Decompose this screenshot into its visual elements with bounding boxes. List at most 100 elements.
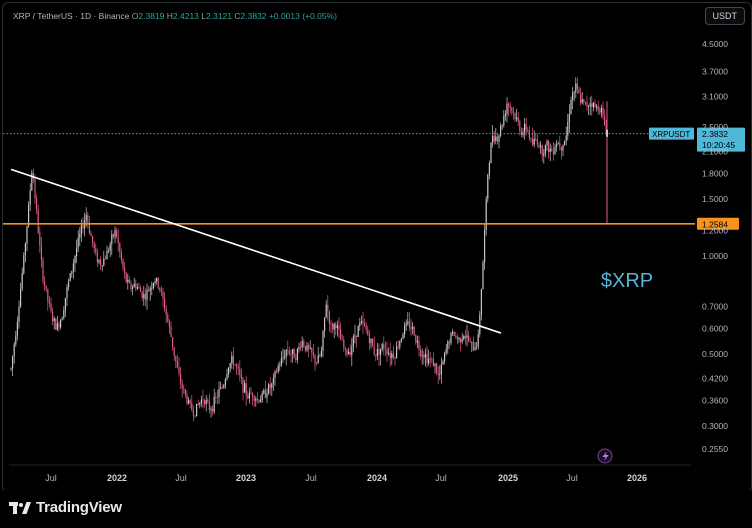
candle-body xyxy=(284,357,286,359)
lightning-icon[interactable] xyxy=(597,448,613,464)
candle-body xyxy=(541,145,543,156)
candle-body xyxy=(557,143,559,145)
candle-body xyxy=(524,124,526,133)
candle-body xyxy=(338,325,340,330)
candle-body xyxy=(484,229,486,263)
candle-body xyxy=(356,335,358,337)
candle-body xyxy=(320,350,322,357)
candle-body xyxy=(32,172,34,180)
candle-body xyxy=(565,135,567,141)
candle-body xyxy=(594,102,596,108)
candle-body xyxy=(239,368,241,375)
candle-body xyxy=(448,341,450,344)
candle-body xyxy=(276,371,278,373)
candle-body xyxy=(530,138,532,139)
close-label: C xyxy=(234,11,241,21)
candle-body xyxy=(132,286,134,290)
candle-body xyxy=(432,359,434,367)
candle-body xyxy=(194,415,196,417)
candle-body xyxy=(442,361,444,365)
candle-body xyxy=(95,248,97,253)
candle-body xyxy=(72,263,74,271)
currency-button[interactable]: USDT xyxy=(704,7,745,25)
candle-body xyxy=(37,210,39,233)
candle-body xyxy=(231,355,233,364)
candle-body xyxy=(567,121,569,136)
candle-body xyxy=(429,358,431,360)
candle-body xyxy=(247,395,249,399)
candle-body xyxy=(216,397,218,398)
candle-body xyxy=(461,339,463,343)
candle-body xyxy=(199,402,201,405)
candle-body xyxy=(250,392,252,394)
candle-body xyxy=(509,105,511,108)
candle-body xyxy=(535,138,537,140)
candle-body xyxy=(188,400,190,404)
candle-body xyxy=(576,83,578,90)
candle-body xyxy=(495,136,497,142)
candle-body xyxy=(245,383,247,396)
candle-body xyxy=(479,314,481,335)
candle-body xyxy=(559,143,561,147)
chart-panel[interactable]: 1.2584 XRPUSDT 2.3832 10:20:45 4.5000 3.7000… xyxy=(2,2,752,492)
candle-body xyxy=(525,124,527,131)
symbol-legend[interactable]: XRP / TetherUS · 1D · Binance O2.3819 H2… xyxy=(13,11,337,21)
candle-body xyxy=(47,289,49,302)
candle-body xyxy=(400,338,402,342)
candle-body xyxy=(304,346,306,351)
candle-body xyxy=(48,301,50,304)
candle-body xyxy=(426,353,428,364)
candle-body xyxy=(604,115,606,125)
candle-body xyxy=(108,250,110,252)
price-tick-label: 2.1000 xyxy=(702,147,728,157)
candle-body xyxy=(474,347,476,351)
candle-body xyxy=(88,222,90,233)
candle-body xyxy=(152,283,154,289)
candle-body xyxy=(308,345,310,349)
candle-body xyxy=(352,336,354,347)
candle-body xyxy=(397,346,399,348)
candle-body xyxy=(266,393,268,398)
candle-body xyxy=(210,408,212,411)
candle-body xyxy=(328,311,330,324)
candle-body xyxy=(255,398,257,401)
candle-body xyxy=(26,226,28,244)
candle-body xyxy=(136,287,138,289)
candle-body xyxy=(373,346,375,355)
candle-body xyxy=(488,163,490,175)
candle-body xyxy=(103,258,105,266)
candle-body xyxy=(135,283,137,289)
tradingview-brand-text: TradingView xyxy=(36,499,122,516)
candle-body xyxy=(13,344,15,357)
candle-body xyxy=(124,267,126,273)
candle-body xyxy=(274,371,276,379)
tradingview-logo[interactable]: TradingView xyxy=(9,499,122,516)
candle-body xyxy=(322,330,324,351)
candle-body xyxy=(207,400,209,402)
candle-body xyxy=(364,323,366,326)
candle-body xyxy=(575,83,577,93)
candle-body xyxy=(396,346,398,359)
candle-body xyxy=(344,348,346,350)
candle-body xyxy=(399,341,401,348)
candle-body xyxy=(306,345,308,351)
candle-body xyxy=(292,349,294,354)
candle-body xyxy=(354,335,356,337)
time-tick-label: Jul xyxy=(566,473,578,483)
candle-body xyxy=(101,265,103,267)
candle-body xyxy=(423,355,425,358)
candle-body xyxy=(212,408,214,412)
candle-body xyxy=(31,172,33,191)
level-price-tag xyxy=(697,217,739,230)
candle-body xyxy=(381,344,383,349)
open-label: O xyxy=(131,11,139,21)
bar-countdown-text: 10:20:45 xyxy=(702,140,735,150)
candle-body xyxy=(156,278,158,282)
candle-body xyxy=(592,102,594,107)
candle-body xyxy=(436,363,438,374)
candle-body xyxy=(287,349,289,351)
candle-body xyxy=(258,399,260,403)
candle-body xyxy=(60,320,62,328)
time-tick-label: 2026 xyxy=(627,473,647,483)
